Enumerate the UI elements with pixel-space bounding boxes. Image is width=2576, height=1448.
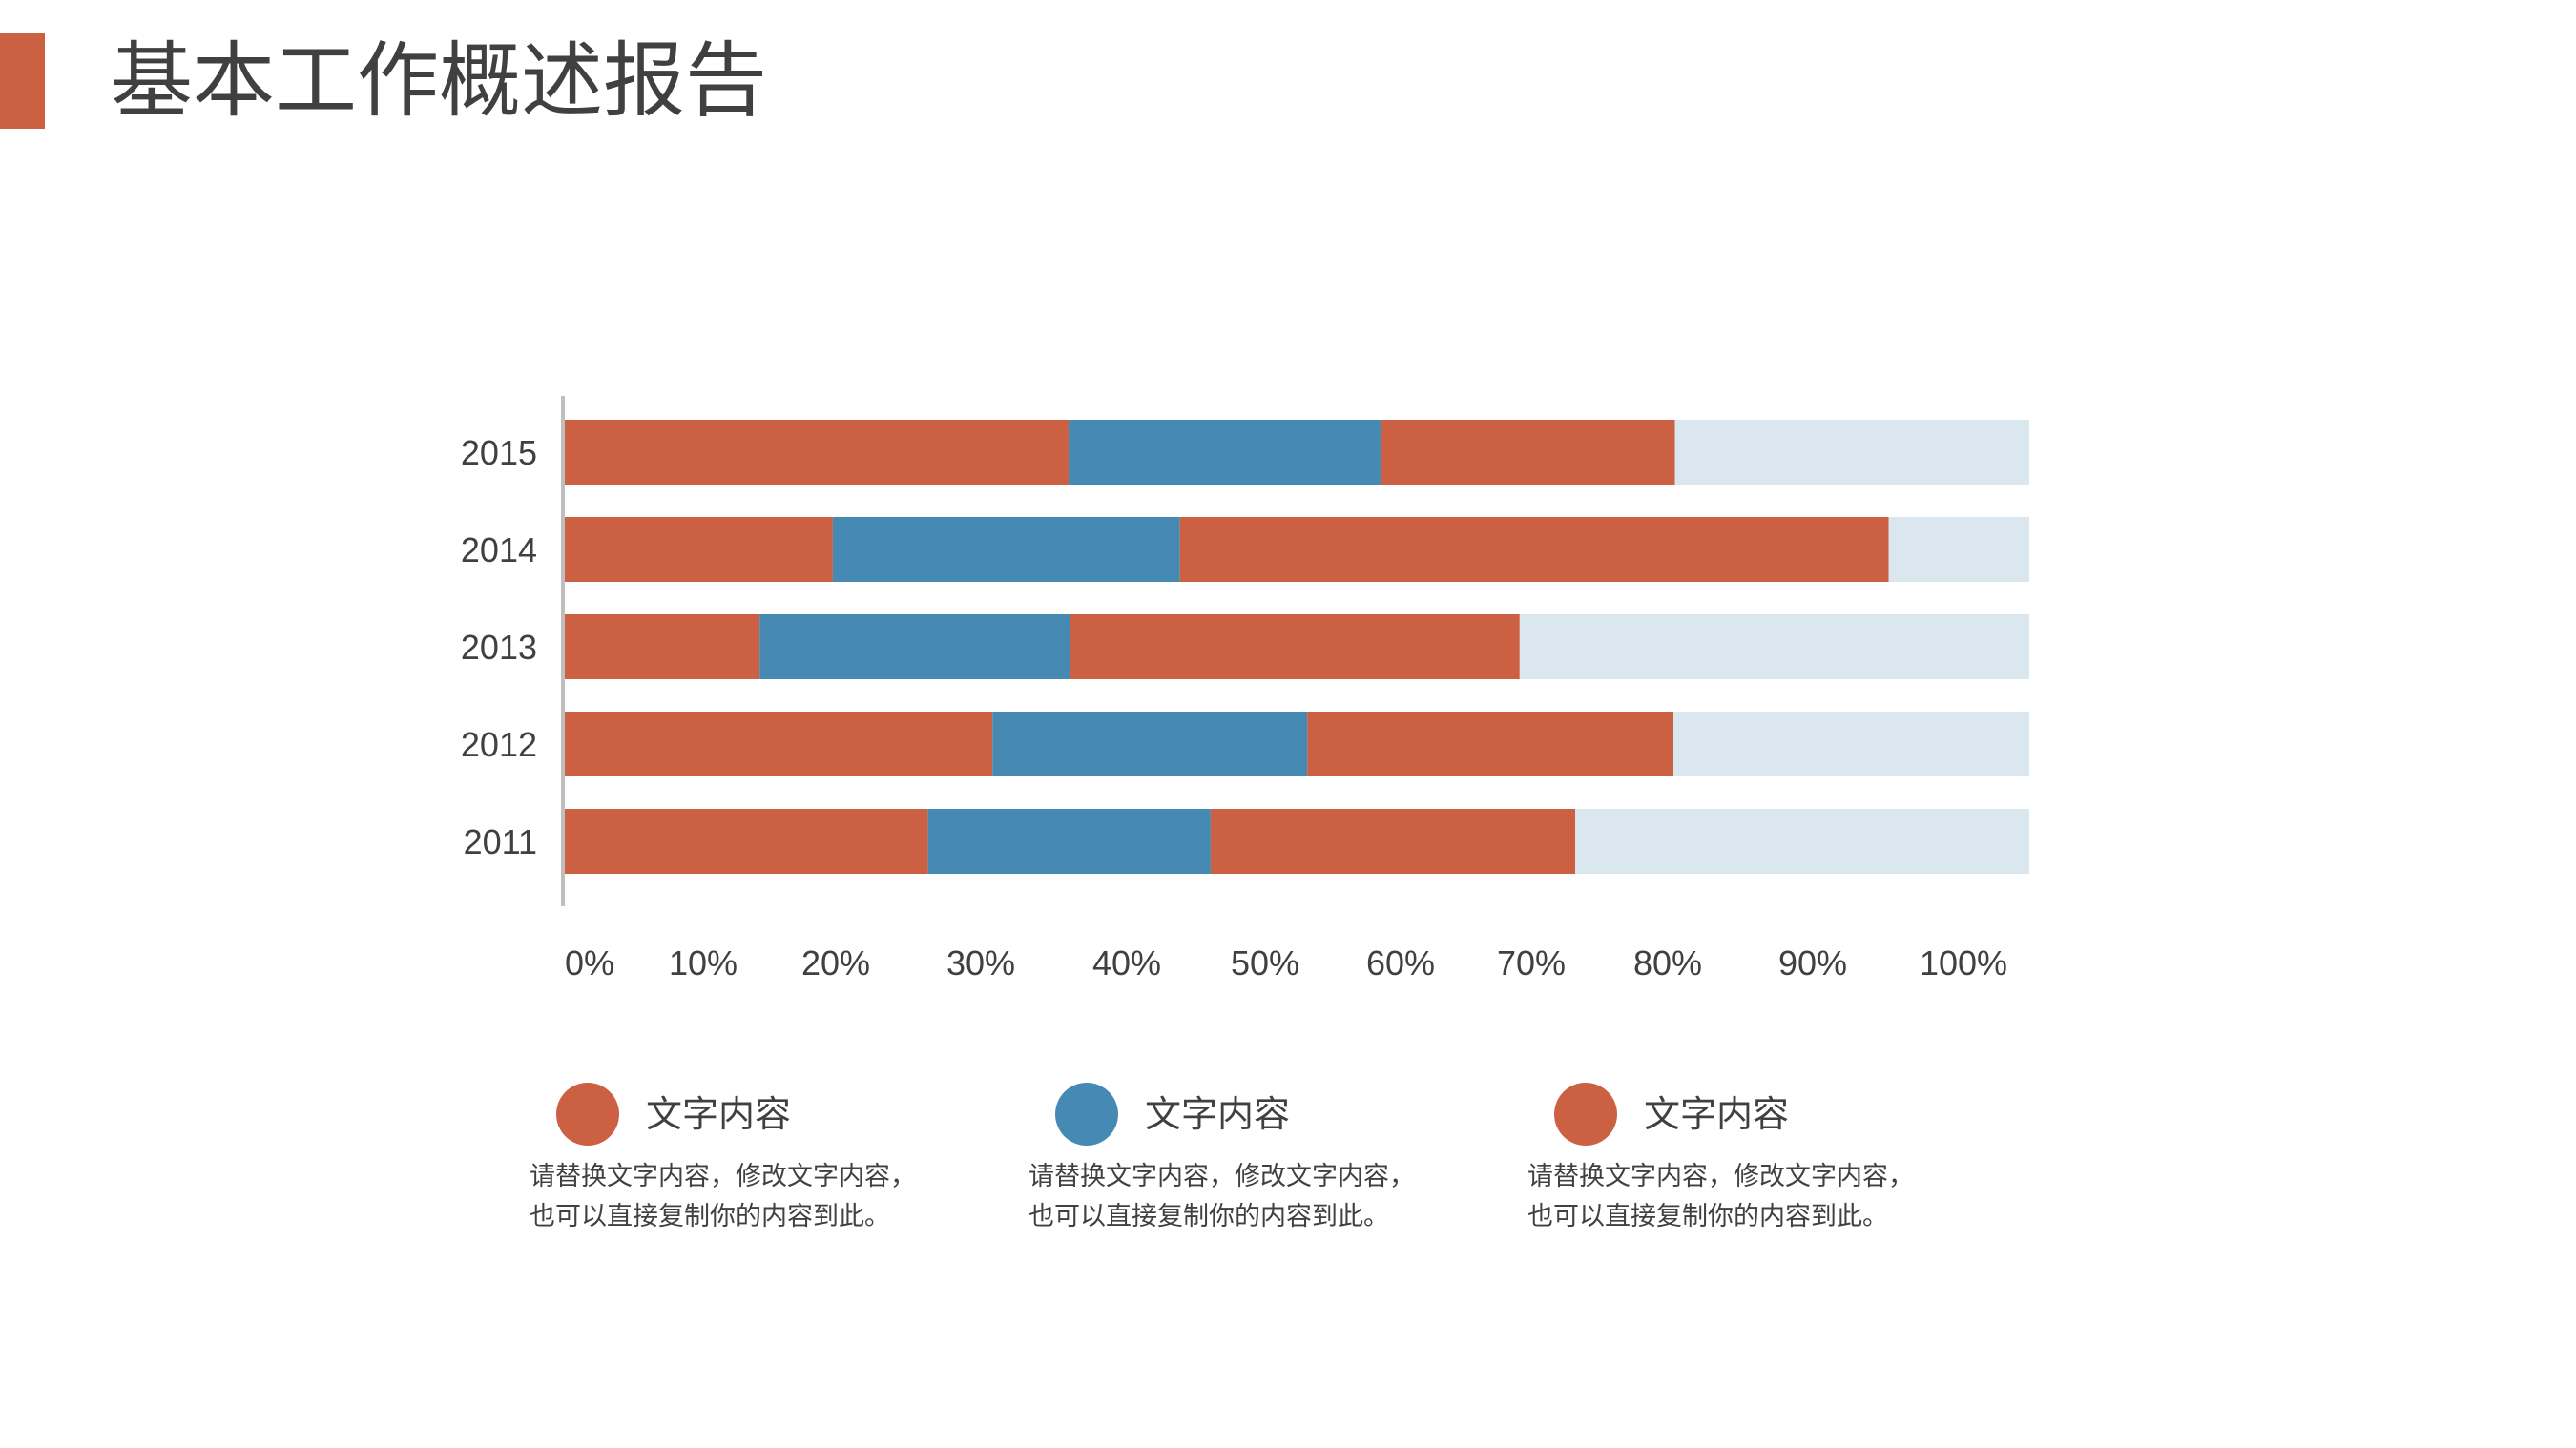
legend-label: 文字内容: [1644, 1093, 1790, 1135]
page-title: 基本工作概述报告: [111, 33, 767, 129]
desc-line: 请替换文字内容，修改文字内容，: [1527, 1162, 1914, 1191]
bar-segment-2011-s2: [927, 809, 1211, 874]
y-tick-label: 2011: [464, 822, 537, 861]
legend-description: 请替换文字内容，修改文字内容， 也可以直接复制你的内容到此。: [530, 1157, 916, 1237]
x-tick-label: 30%: [946, 943, 1015, 983]
x-tick-label: 100%: [1920, 943, 2007, 983]
stacked-bar-chart: 2015 2014 2013 2012 2011 0% 10% 20% 30% 40% 50% 60%…: [461, 396, 2029, 983]
bar-segment-2015-s3: [1380, 420, 1675, 485]
bar-segment-2012-s4: [1672, 712, 2029, 776]
bar-segment-2013-s3: [1070, 614, 1520, 679]
legend-dot-icon: [556, 1083, 619, 1146]
x-tick-label: 60%: [1366, 943, 1435, 983]
legend-label: 文字内容: [646, 1093, 792, 1135]
bar-segment-2011-s4: [1575, 809, 2029, 874]
bar-segment-2015-s2: [1069, 420, 1381, 485]
y-tick-label: 2013: [461, 628, 537, 667]
bar-segment-2013-s4: [1519, 614, 2029, 679]
x-tick-label: 90%: [1778, 943, 1847, 983]
legend-dot-icon: [1554, 1083, 1617, 1146]
legend-description: 请替换文字内容，修改文字内容， 也可以直接复制你的内容到此。: [1028, 1157, 1415, 1237]
bar-segment-2014-s2: [832, 517, 1180, 582]
bar-segment-2014-s4: [1888, 517, 2029, 582]
legend-description: 请替换文字内容，修改文字内容， 也可以直接复制你的内容到此。: [1527, 1157, 1914, 1237]
legend-label: 文字内容: [1145, 1093, 1291, 1135]
y-tick-label: 2015: [461, 433, 537, 472]
desc-line: 也可以直接复制你的内容到此。: [530, 1202, 890, 1231]
bar-segment-2012-s2: [992, 712, 1308, 776]
bar-segment-2015-s1: [565, 420, 1070, 485]
bar-segment-2013-s2: [759, 614, 1070, 679]
x-tick-label: 10%: [669, 943, 737, 983]
x-tick-label: 70%: [1497, 943, 1566, 983]
bar-segment-2011-s3: [1210, 809, 1576, 874]
desc-line: 也可以直接复制你的内容到此。: [1527, 1202, 1888, 1231]
bar-segment-2012-s3: [1307, 712, 1673, 776]
bar-segment-2015-s4: [1674, 420, 2029, 485]
desc-line: 请替换文字内容，修改文字内容，: [1028, 1162, 1415, 1191]
x-tick-label: 80%: [1633, 943, 1702, 983]
bar-segment-2014-s3: [1179, 517, 1889, 582]
desc-line: 也可以直接复制你的内容到此。: [1028, 1202, 1389, 1231]
bar-segment-2012-s1: [565, 712, 993, 776]
x-tick-label: 0%: [565, 943, 614, 983]
title-accent-bar: [0, 33, 45, 129]
legend-dot-icon: [1055, 1083, 1118, 1146]
desc-line: 请替换文字内容，修改文字内容，: [530, 1162, 916, 1191]
x-tick-label: 40%: [1092, 943, 1161, 983]
bar-segment-2013-s1: [565, 614, 760, 679]
x-tick-label: 50%: [1231, 943, 1299, 983]
x-tick-label: 20%: [801, 943, 870, 983]
y-tick-label: 2014: [461, 530, 537, 569]
bar-segment-2011-s1: [565, 809, 928, 874]
y-tick-label: 2012: [461, 725, 537, 764]
bar-segment-2014-s1: [565, 517, 833, 582]
